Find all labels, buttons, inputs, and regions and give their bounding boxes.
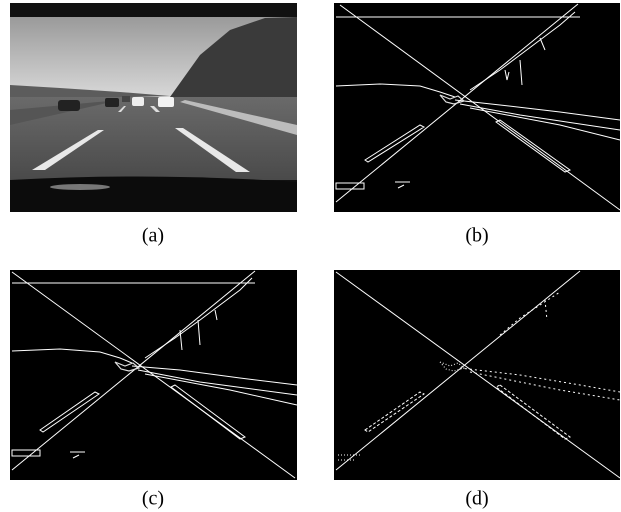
caption: (d): [465, 488, 488, 510]
caption: (a): [142, 225, 164, 247]
panel-d-image: [334, 270, 620, 480]
caption: (b): [465, 225, 488, 247]
caption: (c): [142, 488, 164, 510]
panel-b-image: [334, 3, 620, 212]
panel-c-image: [10, 270, 297, 480]
page: {"figure": {"panels": [{"caption": "(a)"…: [0, 0, 621, 512]
panel-a-image: [10, 3, 297, 212]
figure: (a) (b) (c) (d): [0, 0, 621, 512]
